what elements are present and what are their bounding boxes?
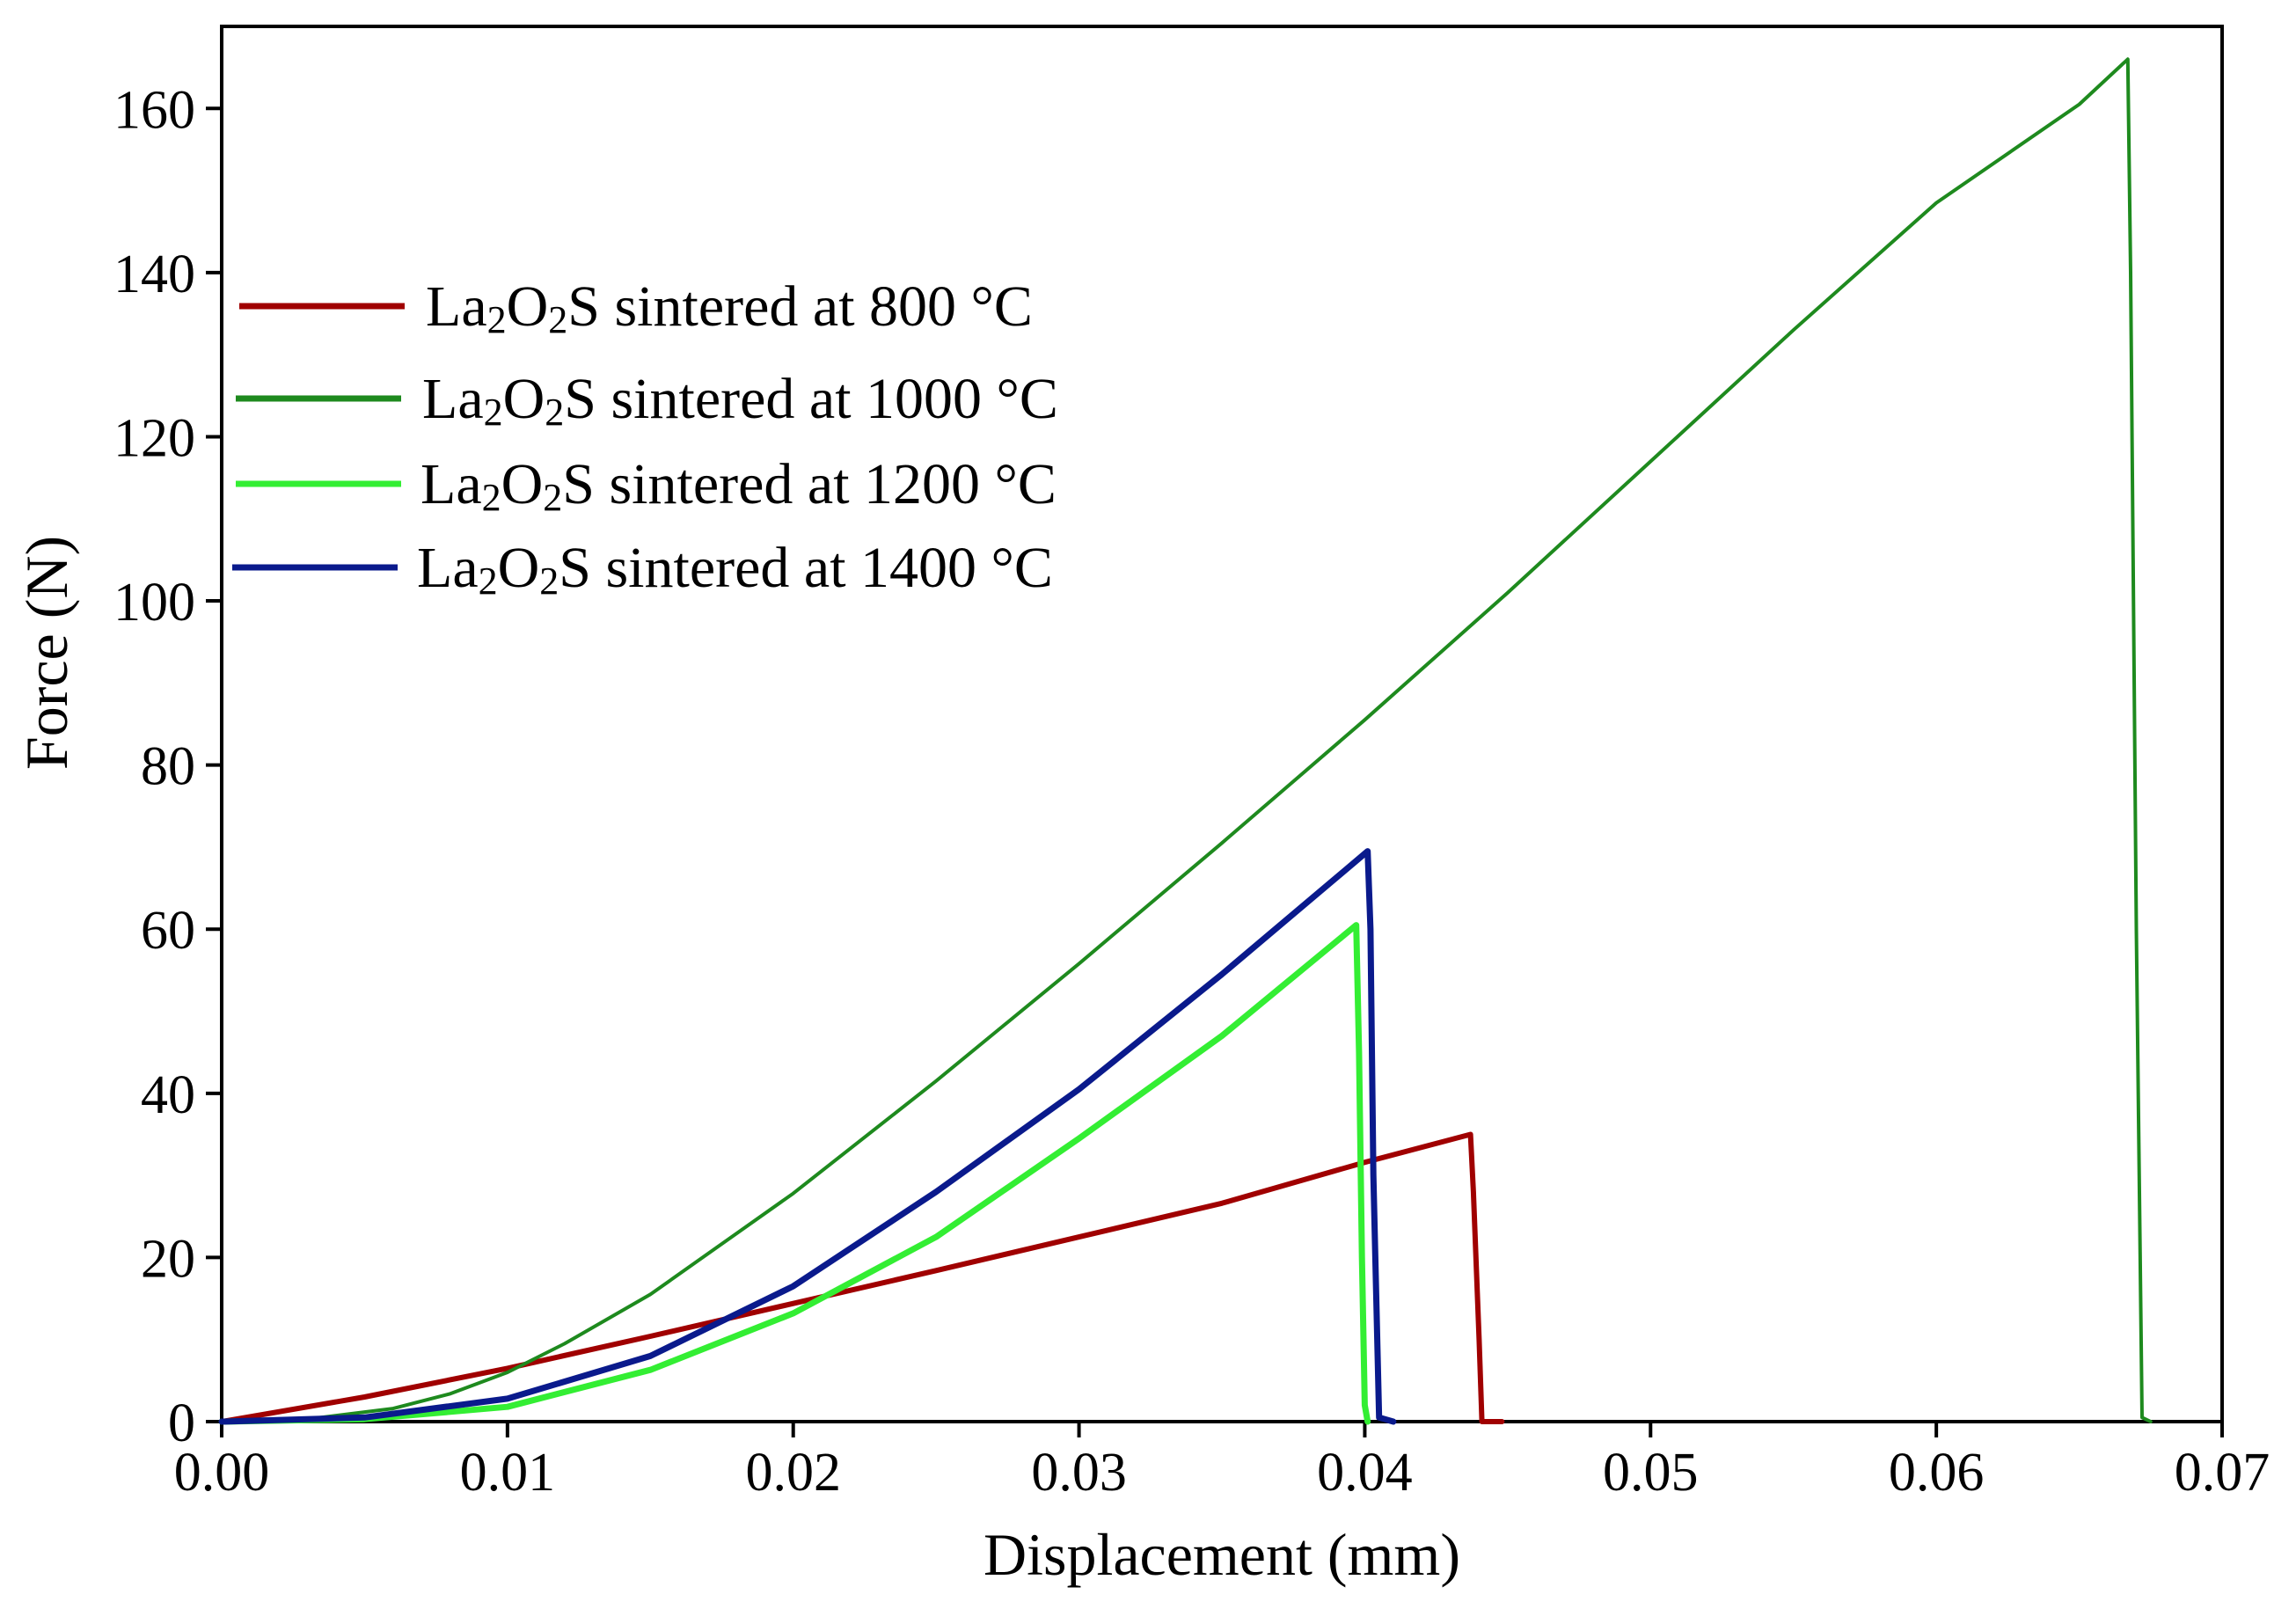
series-lines xyxy=(218,57,2153,1425)
series-line-800 xyxy=(219,1131,1505,1424)
series-line-1200 xyxy=(218,922,1371,1425)
x-tick-label: 0.02 xyxy=(745,1443,841,1503)
x-tick-label: 0.01 xyxy=(460,1443,556,1503)
x-tick-label: 0.05 xyxy=(1603,1443,1699,1503)
x-tick-label: 0.06 xyxy=(1889,1443,1985,1503)
x-tick-label: 0.03 xyxy=(1031,1443,1127,1503)
y-tick-label: 40 xyxy=(141,1065,195,1125)
plot-frame xyxy=(220,25,2224,1423)
series-line-1400 xyxy=(218,848,1397,1425)
legend-label-1000: La2O2S sintered at 1000 °C xyxy=(422,367,1058,434)
legend-item-800: La2O2S sintered at 800 °C xyxy=(239,274,1033,341)
legend-item-1200: La2O2S sintered at 1200 °C xyxy=(236,452,1057,519)
y-tick-label: 120 xyxy=(113,408,195,468)
y-tick-label: 0 xyxy=(168,1393,195,1453)
legend-label-800: La2O2S sintered at 800 °C xyxy=(426,274,1033,341)
legend: La2O2S sintered at 800 °C La2O2S sintere… xyxy=(232,274,1058,603)
legend-label-1200: La2O2S sintered at 1200 °C xyxy=(420,452,1057,519)
y-tick-label: 140 xyxy=(113,245,195,304)
legend-label-1400: La2O2S sintered at 1400 °C xyxy=(417,536,1053,603)
y-axis-title: Force (N) xyxy=(13,536,80,770)
x-tick-label: 0.07 xyxy=(2175,1443,2270,1503)
y-tick-label: 80 xyxy=(141,737,195,797)
legend-item-1400: La2O2S sintered at 1400 °C xyxy=(232,536,1053,603)
x-tick-label: 0.00 xyxy=(174,1443,270,1503)
x-axis-title: Displacement (mm) xyxy=(983,1521,1460,1588)
legend-item-1000: La2O2S sintered at 1000 °C xyxy=(236,367,1058,434)
x-tick-label: 0.04 xyxy=(1317,1443,1413,1503)
y-tick-label: 60 xyxy=(141,901,195,961)
series-line-1000 xyxy=(220,57,2153,1423)
y-axis-ticks: 0 20 40 60 80 100 120 140 160 xyxy=(113,80,222,1453)
y-tick-label: 160 xyxy=(113,80,195,140)
x-axis-ticks: 0.00 0.01 0.02 0.03 0.04 0.05 0.06 0.07 xyxy=(174,1422,2270,1503)
y-tick-label: 20 xyxy=(141,1229,195,1289)
y-tick-label: 100 xyxy=(113,573,195,633)
